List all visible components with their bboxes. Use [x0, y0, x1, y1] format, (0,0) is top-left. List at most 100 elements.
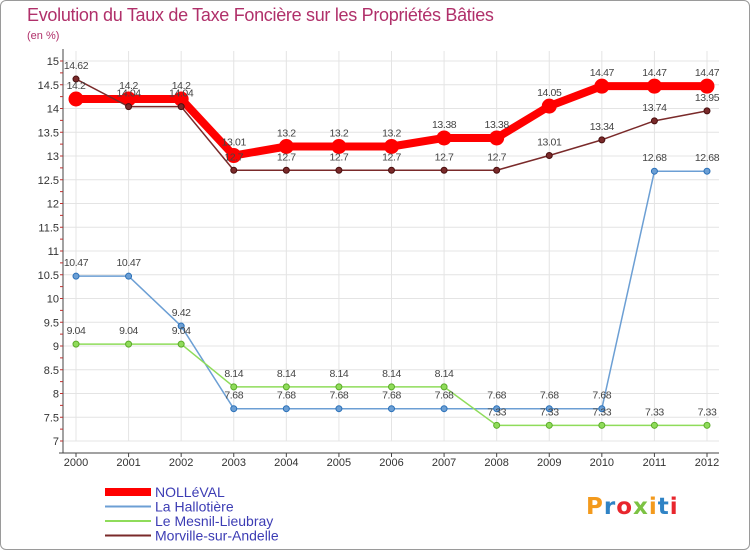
data-label-2: 9.04: [119, 325, 138, 337]
data-label-3: 12.7: [435, 151, 454, 163]
series-point-2: [177, 340, 185, 348]
series-point-3: [72, 75, 80, 83]
data-label-2: 9.04: [172, 325, 191, 337]
x-tick-label: 2010: [590, 457, 614, 469]
data-label-1: 12.68: [642, 152, 667, 164]
series-point-3: [230, 166, 238, 174]
series-point-2: [388, 383, 395, 391]
data-label-0: 14.05: [537, 87, 562, 99]
series-point-1: [282, 405, 290, 413]
data-label-1: 10.47: [64, 257, 89, 269]
series-point-0: [541, 98, 557, 114]
data-label-1: 9.42: [172, 307, 191, 319]
series-point-3: [282, 166, 290, 174]
data-label-0: 14.47: [695, 67, 720, 79]
data-label-1: 12.68: [695, 152, 720, 164]
y-tick-label: 11: [48, 246, 59, 258]
x-tick-label: 2009: [537, 457, 561, 469]
series-point-0: [646, 78, 662, 94]
x-tick-label: 2002: [169, 457, 193, 469]
data-label-0: 13.01: [222, 137, 247, 149]
data-label-0: 14.2: [119, 80, 138, 92]
x-tick-label: 2005: [327, 457, 351, 469]
series-point-3: [388, 166, 395, 174]
series-point-1: [335, 405, 343, 413]
data-label-1: 10.47: [116, 257, 141, 269]
data-label-1: 7.68: [277, 390, 296, 402]
x-tick-label: 2011: [643, 457, 667, 469]
data-label-2: 7.33: [698, 406, 717, 418]
proxiti-logo: Proxiti: [586, 494, 679, 520]
series-point-3: [125, 103, 133, 111]
data-label-3: 13.34: [590, 121, 615, 133]
logo-letter: t: [657, 494, 670, 520]
data-label-3: 12.7: [382, 151, 401, 163]
data-label-0: 13.2: [382, 128, 401, 140]
data-label-3: 12.7: [329, 151, 348, 163]
y-tick-label: 10.5: [38, 270, 59, 282]
series-point-3: [703, 107, 711, 115]
y-tick-label: 15: [47, 56, 59, 68]
data-label-2: 8.14: [329, 368, 348, 380]
series-point-2: [493, 421, 501, 429]
legend-label: Morville-sur-Andelle: [155, 528, 279, 544]
chart-title: Evolution du Taux de Taxe Foncière sur l…: [27, 5, 494, 25]
chart-subtitle: (en %): [27, 30, 60, 42]
series-point-1: [177, 322, 185, 330]
data-label-3: 14.04: [169, 88, 194, 100]
legend-label: Le Mesnil-Lieubray: [155, 513, 273, 529]
y-tick-label: 9: [53, 341, 59, 353]
x-tick-label: 2012: [695, 457, 719, 469]
data-label-1: 7.68: [540, 390, 559, 402]
y-tick-label: 10: [47, 294, 59, 306]
series-point-3: [177, 103, 185, 111]
series-point-1: [703, 167, 711, 175]
series-point-3: [650, 117, 658, 125]
data-label-3: 12.7: [487, 151, 506, 163]
x-tick-label: 2006: [379, 457, 403, 469]
y-tick-label: 11.5: [38, 222, 59, 234]
data-label-3: 12.7: [277, 151, 296, 163]
series-point-1: [125, 272, 133, 280]
data-label-3: 13.95: [695, 92, 720, 104]
data-label-1: 7.68: [382, 390, 401, 402]
y-tick-label: 14: [47, 104, 59, 116]
data-label-1: 7.68: [487, 390, 506, 402]
data-label-2: 8.14: [382, 368, 401, 380]
data-label-0: 13.2: [329, 128, 348, 140]
series-point-2: [125, 340, 133, 348]
y-tick-label: 12.5: [38, 175, 59, 187]
series-point-0: [331, 139, 347, 154]
data-label-2: 8.14: [277, 368, 296, 380]
y-tick-label: 7.5: [44, 412, 59, 424]
legend-label: La Hallotière: [155, 499, 234, 515]
data-label-2: 8.14: [435, 368, 454, 380]
data-label-0: 13.38: [432, 119, 457, 131]
series-point-3: [335, 166, 343, 174]
x-tick-label: 2004: [274, 457, 298, 469]
series-point-2: [650, 421, 658, 429]
logo-letter: o: [616, 494, 634, 520]
series-point-0: [68, 91, 84, 107]
data-label-2: 7.33: [592, 406, 611, 418]
series-point-0: [699, 78, 715, 94]
series-point-0: [278, 139, 294, 154]
logo-letter: r: [603, 494, 617, 520]
data-label-0: 13.38: [485, 119, 510, 131]
series-point-1: [388, 405, 395, 413]
data-label-0: 14.2: [172, 80, 191, 92]
x-tick-label: 2003: [222, 457, 246, 469]
data-label-3: 14.62: [64, 60, 89, 72]
data-label-1: 7.68: [592, 390, 611, 402]
y-tick-label: 8: [53, 389, 59, 401]
x-tick-label: 2001: [116, 457, 140, 469]
series-point-2: [282, 383, 290, 391]
series-point-1: [598, 405, 606, 413]
series-point-3: [493, 166, 501, 174]
x-tick-label: 2000: [64, 457, 88, 469]
x-tick-label: 2007: [432, 457, 456, 469]
series-point-2: [440, 383, 448, 391]
series-point-0: [226, 148, 242, 164]
y-tick-label: 8.5: [44, 365, 59, 377]
